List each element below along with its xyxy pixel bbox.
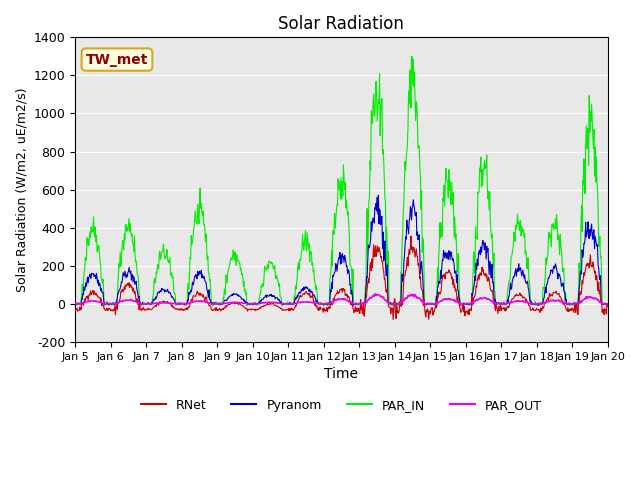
Line: Pyranom: Pyranom xyxy=(75,195,607,306)
PAR_OUT xyxy=(71,301,79,307)
RNet xyxy=(474,277,481,283)
Line: RNet: RNet xyxy=(75,236,607,320)
RNet xyxy=(210,307,218,313)
RNet xyxy=(389,317,397,323)
PAR_IN xyxy=(130,249,138,254)
Line: PAR_IN: PAR_IN xyxy=(75,56,607,306)
PAR_OUT xyxy=(299,299,307,305)
PAR_OUT xyxy=(452,299,460,305)
Y-axis label: Solar Radiation (W/m2, uE/m2/s): Solar Radiation (W/m2, uE/m2/s) xyxy=(15,87,28,292)
RNet xyxy=(452,288,460,294)
PAR_IN xyxy=(100,303,108,309)
PAR_OUT xyxy=(129,298,137,304)
Line: PAR_OUT: PAR_OUT xyxy=(75,294,607,304)
Pyranom xyxy=(474,256,481,262)
Pyranom xyxy=(374,192,382,198)
PAR_IN xyxy=(604,302,611,308)
Text: TW_met: TW_met xyxy=(86,53,148,67)
Legend: RNet, Pyranom, PAR_IN, PAR_OUT: RNet, Pyranom, PAR_IN, PAR_OUT xyxy=(136,394,547,417)
PAR_OUT xyxy=(210,300,218,306)
PAR_OUT xyxy=(426,301,433,307)
Pyranom xyxy=(532,301,540,307)
PAR_IN xyxy=(452,236,460,242)
RNet xyxy=(299,292,307,298)
PAR_IN xyxy=(211,301,218,307)
Pyranom xyxy=(71,300,79,306)
RNet xyxy=(407,233,415,239)
Pyranom xyxy=(210,300,218,306)
PAR_IN xyxy=(474,236,481,242)
PAR_IN xyxy=(532,301,540,307)
Pyranom xyxy=(299,286,307,291)
PAR_OUT xyxy=(604,301,611,307)
PAR_IN xyxy=(71,301,79,307)
RNet xyxy=(71,308,79,313)
Pyranom xyxy=(129,279,137,285)
PAR_OUT xyxy=(371,291,379,297)
PAR_OUT xyxy=(474,298,481,303)
Title: Solar Radiation: Solar Radiation xyxy=(278,15,404,33)
PAR_IN xyxy=(300,240,307,245)
PAR_OUT xyxy=(532,301,540,307)
Pyranom xyxy=(349,303,356,309)
Pyranom xyxy=(604,301,611,307)
RNet xyxy=(129,285,137,291)
Pyranom xyxy=(452,269,460,275)
X-axis label: Time: Time xyxy=(324,367,358,381)
RNet xyxy=(532,307,540,313)
RNet xyxy=(604,303,611,309)
PAR_IN xyxy=(408,53,415,59)
